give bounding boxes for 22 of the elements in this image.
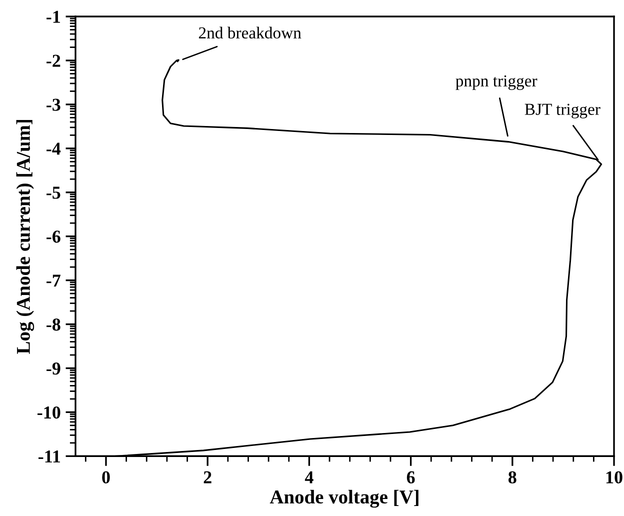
annotation: BJT trigger <box>524 104 600 118</box>
y-tick-label: -1 <box>46 10 60 23</box>
y-tick-label: -5 <box>46 186 60 199</box>
y-tick-label: -4 <box>46 142 61 155</box>
y-tick-label: -7 <box>46 274 60 287</box>
y-tick-label: -3 <box>46 98 60 111</box>
annotation: 2nd breakdown <box>198 26 302 39</box>
y-tick-label: -2 <box>46 54 60 67</box>
y-tick-label: -10 <box>38 406 60 419</box>
x-tick-label: 0 <box>102 471 110 484</box>
x-tick-label: 2 <box>204 471 212 484</box>
y-axis-title: Log (Anode current) [A/um] <box>16 120 34 354</box>
x-tick-label: 8 <box>508 471 516 484</box>
y-tick-label: -9 <box>46 362 60 375</box>
y-tick-label: -8 <box>46 318 60 331</box>
x-axis-title: Anode voltage [V] <box>270 490 418 508</box>
y-tick-label: -6 <box>46 230 60 243</box>
y-tick-label: -11 <box>38 450 60 462</box>
annotation: pnpn trigger <box>456 75 538 90</box>
x-tick-label: 10 <box>606 471 622 484</box>
x-tick-label: 4 <box>304 471 314 484</box>
x-tick-label: 6 <box>406 471 415 484</box>
